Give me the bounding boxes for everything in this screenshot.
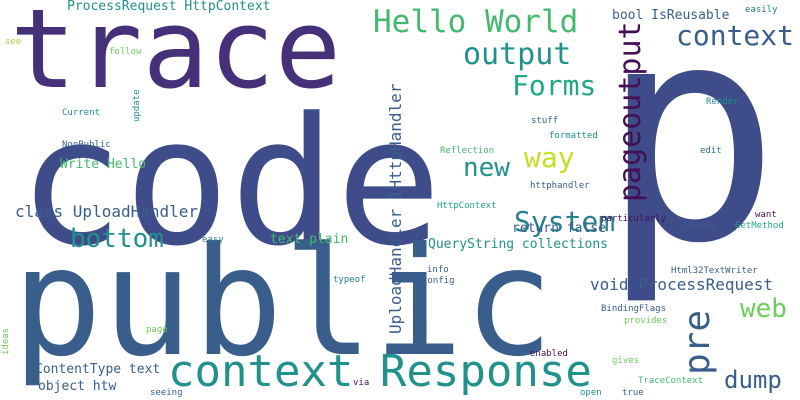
word-typeof: typeof (333, 276, 366, 285)
word-formatted: formatted (549, 132, 598, 141)
word-object-htw: object htw (38, 380, 116, 393)
word-open: open (580, 389, 602, 398)
word-contenttype-text: ContentType text (35, 363, 160, 376)
word-forms: Forms (512, 72, 596, 100)
word-return-false: return false (512, 222, 606, 235)
word-enabled: enabled (530, 350, 568, 359)
word-void-processrequest: void ProcessRequest (590, 277, 773, 293)
word-easy: easy (202, 236, 224, 245)
word-seeing: seeing (150, 389, 183, 398)
word-via: via (353, 379, 369, 388)
word-particularly: particularly (601, 215, 666, 224)
word-gives: gives (612, 357, 639, 366)
word-stuff: stuff (531, 117, 558, 126)
word-config: config (422, 277, 455, 286)
word-pageoutput: pageoutput (616, 21, 646, 202)
word-httphandler: httphandler (530, 182, 590, 191)
word-page: page (146, 326, 168, 335)
word-way: way (524, 144, 575, 172)
word-info: info (427, 266, 449, 275)
word-render: Render (706, 98, 739, 107)
word-provides: provides (624, 317, 667, 326)
word-text-plain: text plain (270, 233, 348, 246)
word-ui: UI (417, 325, 428, 334)
word-pre: pre (680, 310, 716, 375)
word-uploadhandler-ihttphandler: UploadHandler IHttpHandler (388, 84, 404, 334)
word-edit: edit (700, 147, 722, 156)
word-dump: dump (724, 368, 782, 392)
word-see: see (5, 38, 21, 47)
word-html32textwriter: Html32TextWriter (671, 267, 758, 276)
word-reflection: Reflection (440, 147, 494, 156)
word-trace: trace (10, 0, 341, 104)
word-follow: follow (109, 48, 142, 57)
word-httpcontext: HttpContext (437, 202, 497, 211)
word-web: web (740, 296, 787, 322)
word-tracecontext: TraceContext (638, 377, 703, 386)
word-context-small: context (676, 22, 794, 50)
word-new: new (463, 155, 510, 181)
word-ideas: ideas (2, 328, 11, 355)
word-processrequest-httpcontext: ProcessRequest HttpContext (67, 0, 271, 13)
word-update: update (133, 89, 142, 122)
word-querystring-collections: QueryString collections (428, 238, 608, 251)
word-bool-isreusable: bool IsReusable (612, 9, 729, 22)
word-nonpublic: NonPublic (62, 141, 111, 150)
word-getmethod: GetMethod (735, 222, 784, 231)
word-hello-world: Hello World (373, 7, 578, 38)
word-write-hello: Write Hello (60, 158, 146, 171)
word-easily: easily (745, 6, 778, 15)
word-bottom: bottom (70, 226, 164, 252)
word-true: true (622, 389, 644, 398)
word-context-response: context Response (168, 350, 592, 394)
word-want: want (755, 211, 777, 220)
word-bindingflags: BindingFlags (601, 305, 666, 314)
word-invoke: Invoke (683, 223, 716, 232)
word-output: output (463, 40, 571, 70)
word-class-uploadhandler: class UploadHandler (15, 204, 198, 220)
word-current: Current (62, 109, 100, 118)
